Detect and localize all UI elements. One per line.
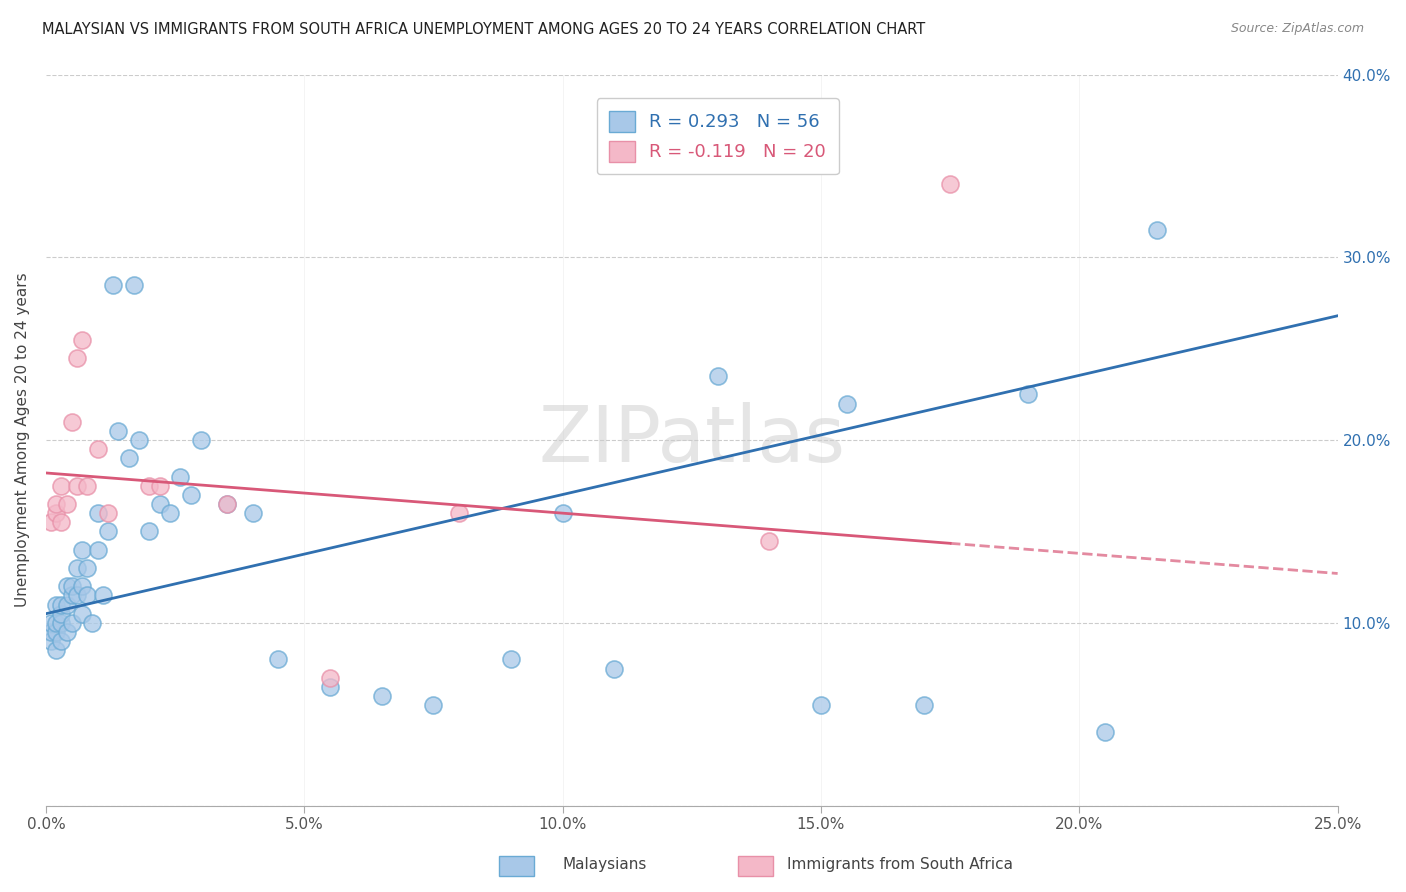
Point	[76, 561, 98, 575]
Point	[82, 615, 104, 630]
Point	[149, 497, 172, 511]
Point	[215, 497, 238, 511]
Point	[51, 516, 73, 530]
Point	[66, 561, 89, 575]
Point	[45, 615, 67, 630]
Point	[1094, 725, 1116, 739]
Point	[70, 542, 93, 557]
Point	[101, 277, 124, 292]
Point	[60, 589, 83, 603]
Point	[215, 497, 238, 511]
Point	[810, 698, 832, 712]
Point	[499, 652, 522, 666]
Point	[70, 607, 93, 621]
Point	[190, 433, 212, 447]
Point	[97, 506, 120, 520]
Point	[70, 333, 93, 347]
Point	[66, 479, 89, 493]
Point	[76, 479, 98, 493]
Point	[551, 506, 574, 520]
Point	[267, 652, 290, 666]
Point	[138, 524, 160, 539]
Point	[97, 524, 120, 539]
Point	[138, 479, 160, 493]
Point	[180, 488, 202, 502]
Point	[51, 607, 73, 621]
Point	[242, 506, 264, 520]
Point	[449, 506, 471, 520]
Point	[45, 497, 67, 511]
Point	[45, 643, 67, 657]
Text: Source: ZipAtlas.com: Source: ZipAtlas.com	[1230, 22, 1364, 36]
Point	[51, 598, 73, 612]
Point	[319, 680, 342, 694]
Point	[1146, 223, 1168, 237]
Point	[45, 598, 67, 612]
Point	[1017, 387, 1039, 401]
Point	[159, 506, 181, 520]
Point	[939, 177, 962, 191]
Point	[39, 615, 62, 630]
Point	[60, 579, 83, 593]
Point	[76, 589, 98, 603]
Point	[86, 442, 108, 457]
Y-axis label: Unemployment Among Ages 20 to 24 years: Unemployment Among Ages 20 to 24 years	[15, 273, 30, 607]
Point	[107, 424, 129, 438]
Point	[66, 351, 89, 365]
Point	[149, 479, 172, 493]
Point	[86, 542, 108, 557]
Point	[55, 598, 77, 612]
Point	[55, 497, 77, 511]
Legend: R = 0.293   N = 56, R = -0.119   N = 20: R = 0.293 N = 56, R = -0.119 N = 20	[596, 98, 838, 174]
Text: Malaysians: Malaysians	[562, 857, 647, 872]
Point	[45, 624, 67, 639]
Point	[86, 506, 108, 520]
Point	[91, 589, 114, 603]
Text: MALAYSIAN VS IMMIGRANTS FROM SOUTH AFRICA UNEMPLOYMENT AMONG AGES 20 TO 24 YEARS: MALAYSIAN VS IMMIGRANTS FROM SOUTH AFRIC…	[42, 22, 925, 37]
Point	[39, 634, 62, 648]
Point	[66, 589, 89, 603]
Text: Immigrants from South Africa: Immigrants from South Africa	[787, 857, 1014, 872]
Point	[39, 624, 62, 639]
Point	[371, 689, 394, 703]
Point	[39, 516, 62, 530]
Point	[55, 579, 77, 593]
Point	[45, 506, 67, 520]
Point	[912, 698, 935, 712]
Point	[51, 615, 73, 630]
Point	[70, 579, 93, 593]
Point	[122, 277, 145, 292]
Text: ZIPatlas: ZIPatlas	[538, 402, 845, 478]
Point	[319, 671, 342, 685]
Point	[422, 698, 444, 712]
Point	[758, 533, 780, 548]
Point	[60, 415, 83, 429]
Point	[55, 624, 77, 639]
Point	[169, 469, 191, 483]
Point	[51, 479, 73, 493]
Point	[603, 661, 626, 675]
Point	[706, 369, 728, 384]
Point	[51, 634, 73, 648]
Point	[60, 615, 83, 630]
Point	[117, 451, 139, 466]
Point	[128, 433, 150, 447]
Point	[835, 396, 858, 410]
